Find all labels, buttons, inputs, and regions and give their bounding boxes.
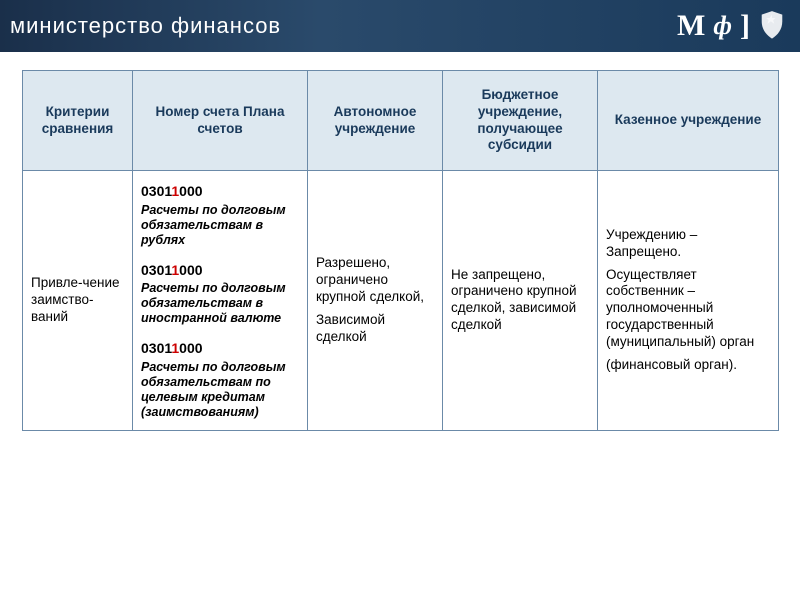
cell-accounts: 03011000 Расчеты по долговым обязательст… xyxy=(133,171,308,431)
cell-criteria: Привле-чение заимство-ваний xyxy=(23,171,133,431)
header-autonomous: Автономное учреждение xyxy=(308,71,443,171)
account-description: Расчеты по долговым обязательствам в руб… xyxy=(141,203,299,248)
account-entry: 03011000 Расчеты по долговым обязательст… xyxy=(141,262,299,327)
header-criteria: Критерии сравнения xyxy=(23,71,133,171)
cell-budget: Не запрещено, ограничено крупной сделкой… xyxy=(443,171,598,431)
cell-autonomous: Разрешено, ограничено крупной сделкой, З… xyxy=(308,171,443,431)
ministry-logo: М ф ] xyxy=(677,9,786,43)
account-entry: 03011000 Расчеты по долговым обязательст… xyxy=(141,340,299,420)
table-row: Привле-чение заимство-ваний 03011000 Рас… xyxy=(23,171,779,431)
cell-state: Учреждению – Запрещено. Осуществляет соб… xyxy=(598,171,779,431)
account-description: Расчеты по долговым обязательствам по це… xyxy=(141,360,299,420)
comparison-table-wrapper: Критерии сравнения Номер счета Плана сче… xyxy=(0,52,800,431)
account-number: 03011000 xyxy=(141,262,299,280)
logo-bracket: ] xyxy=(740,9,750,43)
emblem-icon xyxy=(758,10,786,42)
header-budget: Бюджетное учреждение, получающее субсиди… xyxy=(443,71,598,171)
header-account: Номер счета Плана счетов xyxy=(133,71,308,171)
account-description: Расчеты по долговым обязательствам в ино… xyxy=(141,281,299,326)
logo-letter-m: М xyxy=(677,9,705,43)
table-header-row: Критерии сравнения Номер счета Плана сче… xyxy=(23,71,779,171)
account-entry: 03011000 Расчеты по долговым обязательст… xyxy=(141,183,299,248)
account-number: 03011000 xyxy=(141,183,299,201)
header-state: Казенное учреждение xyxy=(598,71,779,171)
comparison-table: Критерии сравнения Номер счета Плана сче… xyxy=(22,70,779,431)
ministry-title: министерство финансов xyxy=(10,13,281,39)
logo-letter-phi: ф xyxy=(713,11,732,41)
header-banner: министерство финансов М ф ] xyxy=(0,0,800,52)
account-number: 03011000 xyxy=(141,340,299,358)
